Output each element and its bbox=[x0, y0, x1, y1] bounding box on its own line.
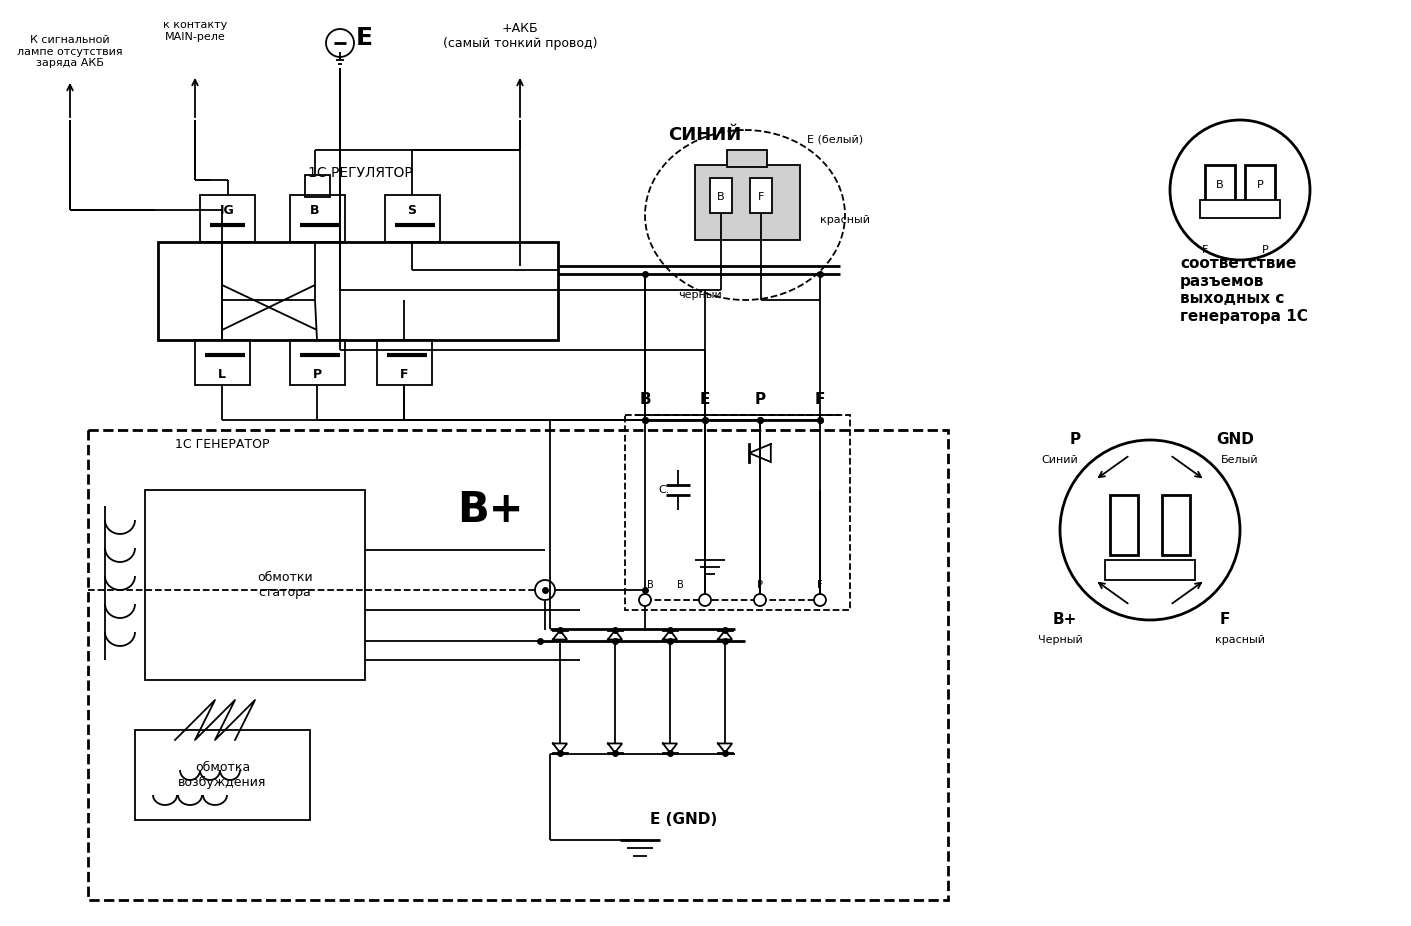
Bar bbox=[158, 242, 557, 340]
Text: B: B bbox=[677, 580, 683, 590]
Text: обмотки
статора: обмотки статора bbox=[257, 571, 313, 599]
Text: B: B bbox=[1216, 180, 1223, 190]
Text: обмотка
возбуждения: обмотка возбуждения bbox=[178, 761, 267, 789]
Bar bbox=[291, 340, 346, 385]
Text: P: P bbox=[312, 369, 322, 382]
Text: E (GND): E (GND) bbox=[650, 812, 717, 828]
Text: F: F bbox=[1221, 612, 1230, 628]
Text: P: P bbox=[1257, 180, 1263, 190]
Text: СИНИЙ: СИНИЙ bbox=[669, 126, 742, 144]
Text: B: B bbox=[646, 580, 653, 590]
Text: IG: IG bbox=[220, 204, 234, 217]
Circle shape bbox=[753, 594, 766, 606]
Bar bbox=[385, 195, 440, 242]
Text: E: E bbox=[356, 26, 373, 50]
Bar bbox=[200, 195, 255, 242]
Bar bbox=[696, 165, 800, 240]
Text: E: E bbox=[700, 393, 710, 407]
Text: Синий: Синий bbox=[1041, 455, 1078, 465]
Text: B+: B+ bbox=[457, 489, 523, 531]
Text: F: F bbox=[814, 393, 825, 407]
Bar bbox=[727, 150, 768, 167]
Text: P: P bbox=[755, 393, 766, 407]
Bar bbox=[1205, 165, 1235, 215]
Bar bbox=[377, 340, 432, 385]
Text: P: P bbox=[1261, 245, 1268, 255]
Text: соответствие
разъемов
выходных с
генератора 1С: соответствие разъемов выходных с генерат… bbox=[1180, 257, 1308, 323]
Text: F: F bbox=[399, 369, 408, 382]
Text: B+: B+ bbox=[1053, 612, 1077, 628]
Text: S: S bbox=[408, 204, 416, 217]
Circle shape bbox=[698, 594, 711, 606]
Bar bbox=[145, 490, 365, 680]
Bar bbox=[1110, 495, 1139, 555]
Text: E (белый): E (белый) bbox=[807, 135, 864, 145]
Text: B: B bbox=[717, 192, 725, 202]
Text: 1С ГЕНЕРАТОР: 1С ГЕНЕРАТОР bbox=[175, 439, 270, 452]
Text: Черный: Черный bbox=[1037, 635, 1082, 645]
Text: Белый: Белый bbox=[1221, 455, 1259, 465]
Text: C.: C. bbox=[659, 485, 670, 495]
Circle shape bbox=[814, 594, 825, 606]
Bar bbox=[1105, 560, 1195, 580]
Text: к контакту
MAIN-реле: к контакту MAIN-реле bbox=[162, 20, 227, 42]
Circle shape bbox=[639, 594, 650, 606]
Bar bbox=[710, 178, 732, 213]
Bar bbox=[291, 195, 346, 242]
Text: +АКБ
(самый тонкий провод): +АКБ (самый тонкий провод) bbox=[443, 22, 597, 50]
Text: красный: красный bbox=[820, 215, 871, 225]
Bar bbox=[195, 340, 250, 385]
Text: F: F bbox=[1202, 245, 1208, 255]
Bar bbox=[87, 430, 948, 900]
Text: L: L bbox=[219, 369, 226, 382]
Text: F: F bbox=[817, 580, 823, 590]
Text: B: B bbox=[310, 204, 320, 217]
Text: GND: GND bbox=[1216, 432, 1254, 447]
Text: 1С РЕГУЛЯТОР: 1С РЕГУЛЯТОР bbox=[308, 166, 412, 180]
Bar bbox=[135, 730, 310, 820]
Bar bbox=[1245, 165, 1276, 215]
Text: P: P bbox=[756, 580, 763, 590]
Bar bbox=[305, 175, 330, 197]
Text: B: B bbox=[639, 393, 650, 407]
Text: черный: черный bbox=[679, 290, 722, 300]
Text: P: P bbox=[1070, 432, 1081, 447]
Text: К сигнальной
лампе отсутствия
заряда АКБ: К сигнальной лампе отсутствия заряда АКБ bbox=[17, 35, 123, 69]
Text: F: F bbox=[758, 192, 765, 202]
Text: красный: красный bbox=[1215, 635, 1266, 645]
Bar bbox=[1199, 200, 1280, 218]
Bar bbox=[625, 415, 849, 610]
Bar bbox=[751, 178, 772, 213]
Bar bbox=[1163, 495, 1189, 555]
